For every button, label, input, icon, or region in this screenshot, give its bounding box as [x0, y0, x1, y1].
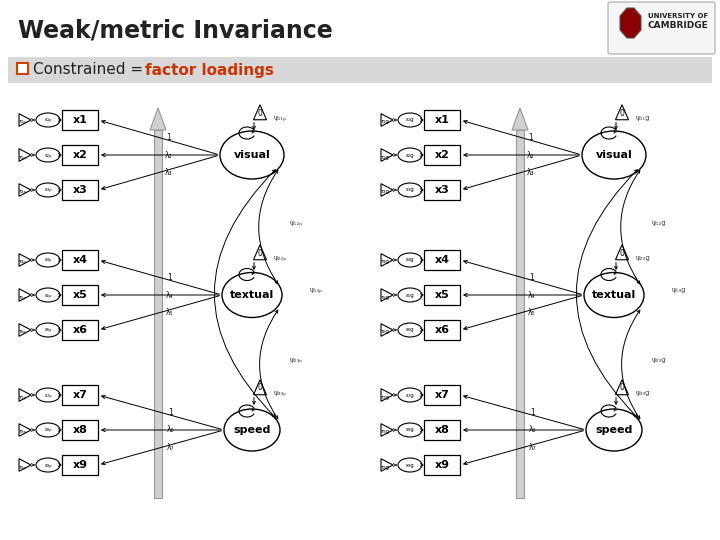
- Text: ψ₂₃g: ψ₂₃g: [652, 357, 667, 363]
- Text: visual: visual: [595, 150, 632, 160]
- Bar: [62, 455, 98, 475]
- Bar: [424, 285, 460, 305]
- Bar: [424, 145, 460, 165]
- Text: ε₈ₚ: ε₈ₚ: [44, 428, 52, 433]
- Ellipse shape: [398, 253, 422, 267]
- Text: ε₃g: ε₃g: [405, 187, 415, 192]
- Ellipse shape: [398, 423, 422, 437]
- Text: visual: visual: [233, 150, 271, 160]
- Text: ε₆ₚ: ε₆ₚ: [44, 327, 52, 333]
- Text: 0: 0: [258, 248, 262, 258]
- Text: ε₄g: ε₄g: [405, 258, 414, 262]
- Text: τ₁g: τ₁g: [381, 119, 390, 125]
- Text: ε₉ₚ: ε₉ₚ: [44, 462, 52, 468]
- Text: λ₄: λ₄: [166, 291, 174, 300]
- Text: ε₂g: ε₂g: [405, 152, 414, 158]
- Text: x5: x5: [435, 290, 449, 300]
- Text: λ₃: λ₃: [527, 168, 535, 177]
- Text: ε₅g: ε₅g: [405, 293, 415, 298]
- Polygon shape: [381, 289, 393, 301]
- Text: x4: x4: [434, 255, 449, 265]
- Text: speed: speed: [233, 425, 271, 435]
- Polygon shape: [19, 323, 31, 336]
- Text: 0: 0: [620, 109, 624, 118]
- Text: 0: 0: [620, 248, 624, 258]
- Text: x7: x7: [73, 390, 87, 400]
- Text: λ₅: λ₅: [166, 308, 174, 317]
- Text: factor loadings: factor loadings: [145, 63, 274, 78]
- Bar: [62, 420, 98, 440]
- Text: ψ₁₁g: ψ₁₁g: [636, 115, 650, 121]
- Text: x1: x1: [73, 115, 87, 125]
- Text: τ₈ₚ: τ₈ₚ: [19, 429, 27, 435]
- Bar: [424, 250, 460, 270]
- Text: λ₆: λ₆: [529, 426, 537, 435]
- Polygon shape: [19, 289, 31, 301]
- Bar: [424, 385, 460, 405]
- Polygon shape: [19, 424, 31, 436]
- Text: textual: textual: [230, 290, 274, 300]
- Text: τ₇ₚ: τ₇ₚ: [19, 395, 27, 400]
- Polygon shape: [381, 254, 393, 266]
- Text: τ₅ₚ: τ₅ₚ: [19, 294, 27, 300]
- Polygon shape: [616, 105, 629, 120]
- Text: x3: x3: [435, 185, 449, 195]
- Ellipse shape: [398, 288, 422, 302]
- Text: τ₁ₚ: τ₁ₚ: [19, 119, 27, 125]
- Bar: [424, 180, 460, 200]
- Text: λ₃: λ₃: [165, 168, 173, 177]
- Text: 1: 1: [168, 273, 172, 282]
- Ellipse shape: [584, 273, 644, 318]
- Ellipse shape: [36, 148, 60, 162]
- Ellipse shape: [398, 148, 422, 162]
- Polygon shape: [381, 184, 393, 197]
- Text: textual: textual: [592, 290, 636, 300]
- Text: ψ₁₃g: ψ₁₃g: [672, 287, 686, 293]
- Text: ψ₁₂ₚ: ψ₁₂ₚ: [290, 220, 303, 226]
- Text: x6: x6: [434, 325, 449, 335]
- Text: 1: 1: [168, 408, 174, 417]
- Text: τ₃ₚ: τ₃ₚ: [19, 190, 27, 194]
- Text: λ₇: λ₇: [167, 443, 175, 452]
- Text: x7: x7: [435, 390, 449, 400]
- Text: ε₈g: ε₈g: [405, 428, 415, 433]
- Ellipse shape: [36, 113, 60, 127]
- Text: 1: 1: [530, 273, 534, 282]
- Polygon shape: [253, 245, 266, 260]
- Ellipse shape: [224, 409, 280, 451]
- Polygon shape: [19, 389, 31, 401]
- Ellipse shape: [220, 131, 284, 179]
- Polygon shape: [19, 458, 31, 471]
- Text: 0: 0: [258, 109, 262, 118]
- Polygon shape: [381, 148, 393, 161]
- Text: x9: x9: [73, 460, 88, 470]
- Polygon shape: [253, 105, 266, 120]
- Text: τ₂ₚ: τ₂ₚ: [19, 154, 27, 159]
- Polygon shape: [616, 380, 629, 395]
- Text: λ₂: λ₂: [527, 151, 535, 159]
- Text: Weak/metric Invariance: Weak/metric Invariance: [18, 18, 333, 42]
- Polygon shape: [19, 114, 31, 126]
- FancyBboxPatch shape: [608, 2, 715, 54]
- Text: ε₁ₚ: ε₁ₚ: [44, 118, 52, 123]
- Text: 1: 1: [528, 133, 534, 142]
- Text: x6: x6: [73, 325, 88, 335]
- Ellipse shape: [222, 273, 282, 318]
- Ellipse shape: [398, 388, 422, 402]
- Text: 1: 1: [166, 133, 171, 142]
- Polygon shape: [19, 148, 31, 161]
- Text: ε₇ₚ: ε₇ₚ: [44, 393, 52, 397]
- Text: ε₆g: ε₆g: [405, 327, 414, 333]
- Bar: [62, 385, 98, 405]
- Text: τ₉g: τ₉g: [380, 464, 390, 469]
- Bar: [424, 455, 460, 475]
- Text: ψ₃₃ₚ: ψ₃₃ₚ: [274, 390, 287, 396]
- Ellipse shape: [36, 288, 60, 302]
- Text: ε₄ₚ: ε₄ₚ: [44, 258, 52, 262]
- Text: 0: 0: [620, 383, 624, 393]
- Ellipse shape: [36, 388, 60, 402]
- Bar: [62, 250, 98, 270]
- Bar: [17, 63, 28, 74]
- Text: UNIVERSITY OF: UNIVERSITY OF: [648, 13, 708, 19]
